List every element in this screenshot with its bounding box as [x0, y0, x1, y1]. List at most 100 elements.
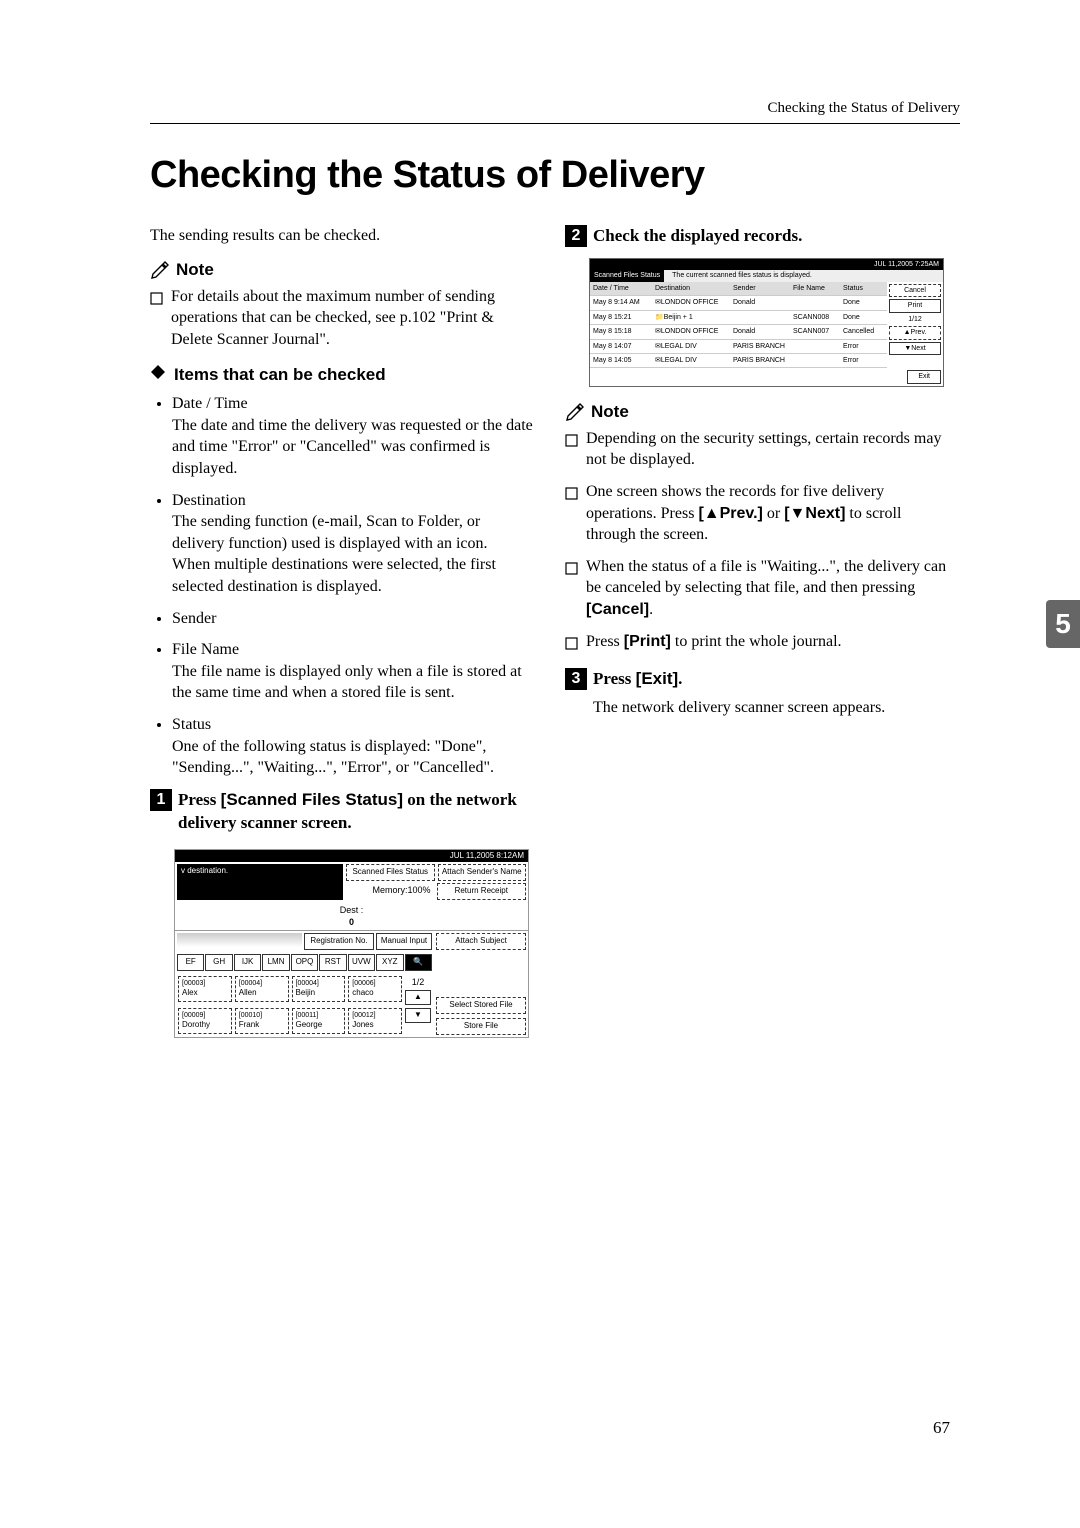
- step1-ui-label: [Scanned Files Status]: [221, 790, 403, 809]
- key-ijk[interactable]: IJK: [234, 954, 261, 971]
- table-row[interactable]: May 8 14:05✉LEGAL DIVPARIS BRANCHError: [590, 354, 887, 368]
- step-number-2: 2: [565, 225, 587, 247]
- item-body: The date and time the delivery was reque…: [172, 415, 535, 480]
- items-list: Date / Time The date and time the delive…: [150, 393, 535, 779]
- list-item: Sender: [172, 608, 535, 630]
- item-title: Date / Time: [172, 395, 248, 412]
- page-number: 67: [933, 1418, 950, 1438]
- item-title: Status: [172, 716, 211, 733]
- item-title: Destination: [172, 492, 246, 509]
- checkbox-icon: [150, 290, 163, 312]
- scroll-up-button[interactable]: ▲: [405, 990, 431, 1005]
- print-label: [Print]: [624, 633, 671, 650]
- registration-no-button[interactable]: Registration No.: [304, 933, 374, 950]
- col-dest: Destination: [652, 282, 730, 295]
- intro-text: The sending results can be checked.: [150, 225, 535, 247]
- key-search[interactable]: 🔍: [405, 954, 432, 971]
- key-xyz[interactable]: XYZ: [376, 954, 403, 971]
- checkbox-icon: [565, 560, 578, 582]
- item-title: File Name: [172, 641, 239, 658]
- next-label: [▼Next]: [784, 505, 845, 522]
- dest-item[interactable]: [00011]George: [292, 1008, 346, 1034]
- cancel-label: [Cancel]: [586, 601, 649, 618]
- page-title: Checking the Status of Delivery: [150, 154, 960, 197]
- dest-item[interactable]: [00006]chaco: [348, 976, 402, 1002]
- item-title: Sender: [172, 610, 216, 627]
- item-body-2: When multiple destinations were selected…: [172, 554, 535, 597]
- list-item: Destination The sending function (e-mail…: [172, 490, 535, 598]
- page-fraction-2: 1/12: [889, 315, 941, 324]
- ss2-topbar: JUL 11,2005 7:25AM: [590, 259, 943, 270]
- note-label-right: Note: [591, 401, 629, 424]
- manual-input-button[interactable]: Manual Input: [376, 933, 432, 950]
- right-note-1: Depending on the security settings, cert…: [586, 428, 950, 471]
- dest-count: 0: [181, 916, 522, 928]
- prev-label: [▲Prev.]: [698, 505, 762, 522]
- ss2-subtitle: The current scanned files status is disp…: [664, 270, 820, 281]
- list-item: Status One of the following status is di…: [172, 714, 535, 779]
- dest-item[interactable]: [00004]Beijin: [292, 976, 346, 1002]
- step-number-1: 1: [150, 789, 172, 811]
- scanned-files-status-button[interactable]: Scanned Files Status: [346, 864, 435, 881]
- ss2-title: Scanned Files Status: [590, 270, 664, 281]
- dest-item[interactable]: [00010]Frank: [235, 1008, 289, 1034]
- step-3-text: Press [Exit].: [593, 668, 950, 691]
- step-number-3: 3: [565, 668, 587, 690]
- dest-item[interactable]: [00003]Alex: [178, 976, 232, 1002]
- table-row[interactable]: May 8 15:21📁Beijin + 1SCANN008Done: [590, 311, 887, 325]
- right-note-2: One screen shows the records for five de…: [586, 481, 950, 546]
- store-file-button[interactable]: Store File: [436, 1018, 526, 1035]
- exit-label: [Exit]: [636, 669, 679, 688]
- dest-item[interactable]: [00012]Jones: [348, 1008, 402, 1034]
- attach-subject-button[interactable]: Attach Subject: [436, 933, 526, 950]
- col-date: Date / Time: [590, 282, 652, 295]
- key-lmn[interactable]: LMN: [262, 954, 289, 971]
- list-item: File Name The file name is displayed onl…: [172, 639, 535, 704]
- checkbox-icon: [565, 432, 578, 454]
- list-item: Date / Time The date and time the delive…: [172, 393, 535, 479]
- page-fraction: 1/2: [405, 976, 431, 988]
- pencil-icon: [150, 260, 170, 280]
- key-opq[interactable]: OPQ: [291, 954, 318, 971]
- select-stored-file-button[interactable]: Select Stored File: [436, 997, 526, 1014]
- prev-button[interactable]: ▲Prev.: [889, 326, 941, 339]
- attach-sender-button[interactable]: Attach Sender's Name: [438, 864, 527, 881]
- table-row[interactable]: May 8 15:18✉LONDON OFFICEDonaldSCANN007C…: [590, 325, 887, 339]
- step1-pre: Press: [178, 790, 221, 809]
- key-rst[interactable]: RST: [319, 954, 346, 971]
- ss1-topbar: JUL 11,2005 8:12AM: [175, 850, 528, 863]
- cancel-button[interactable]: Cancel: [889, 284, 941, 297]
- pencil-icon: [565, 402, 585, 422]
- col-sender: Sender: [730, 282, 790, 295]
- key-gh[interactable]: GH: [205, 954, 232, 971]
- memory-label: Memory:100%: [346, 883, 434, 900]
- scroll-down-button[interactable]: ▼: [405, 1008, 431, 1023]
- col-status: Status: [840, 282, 880, 295]
- next-button[interactable]: ▼Next: [889, 342, 941, 355]
- note-label: Note: [176, 259, 214, 282]
- header-running-title: Checking the Status of Delivery: [150, 100, 960, 124]
- diamond-icon: [150, 364, 166, 387]
- dest-item[interactable]: [00009]Dorothy: [178, 1008, 232, 1034]
- dest-label: Dest :: [181, 904, 522, 916]
- checkbox-icon: [565, 485, 578, 507]
- screenshot-status-list: JUL 11,2005 7:25AM Scanned Files Status …: [589, 258, 944, 387]
- note-body: For details about the maximum number of …: [171, 286, 535, 351]
- item-body: One of the following status is displayed…: [172, 736, 535, 779]
- screenshot-scanner-screen: JUL 11,2005 8:12AM v destination. Scanne…: [174, 849, 529, 1038]
- table-row[interactable]: May 8 9:14 AM✉LONDON OFFICEDonaldDone: [590, 296, 887, 310]
- chapter-tab: 5: [1046, 600, 1080, 648]
- dest-item[interactable]: [00004]Allen: [235, 976, 289, 1002]
- checkbox-icon: [565, 635, 578, 657]
- step-3-body: The network delivery scanner screen appe…: [593, 697, 950, 719]
- table-row[interactable]: May 8 14:07✉LEGAL DIVPARIS BRANCHError: [590, 340, 887, 354]
- return-receipt-button[interactable]: Return Receipt: [437, 883, 527, 900]
- step-1-text: Press [Scanned Files Status] on the netw…: [178, 789, 535, 835]
- print-button[interactable]: Print: [889, 299, 941, 312]
- col-file: File Name: [790, 282, 840, 295]
- exit-button[interactable]: Exit: [907, 370, 941, 383]
- key-uvw[interactable]: UVW: [348, 954, 375, 971]
- step-2-text: Check the displayed records.: [593, 225, 950, 248]
- key-ef[interactable]: EF: [177, 954, 204, 971]
- right-note-4: Press [Print] to print the whole journal…: [586, 631, 950, 653]
